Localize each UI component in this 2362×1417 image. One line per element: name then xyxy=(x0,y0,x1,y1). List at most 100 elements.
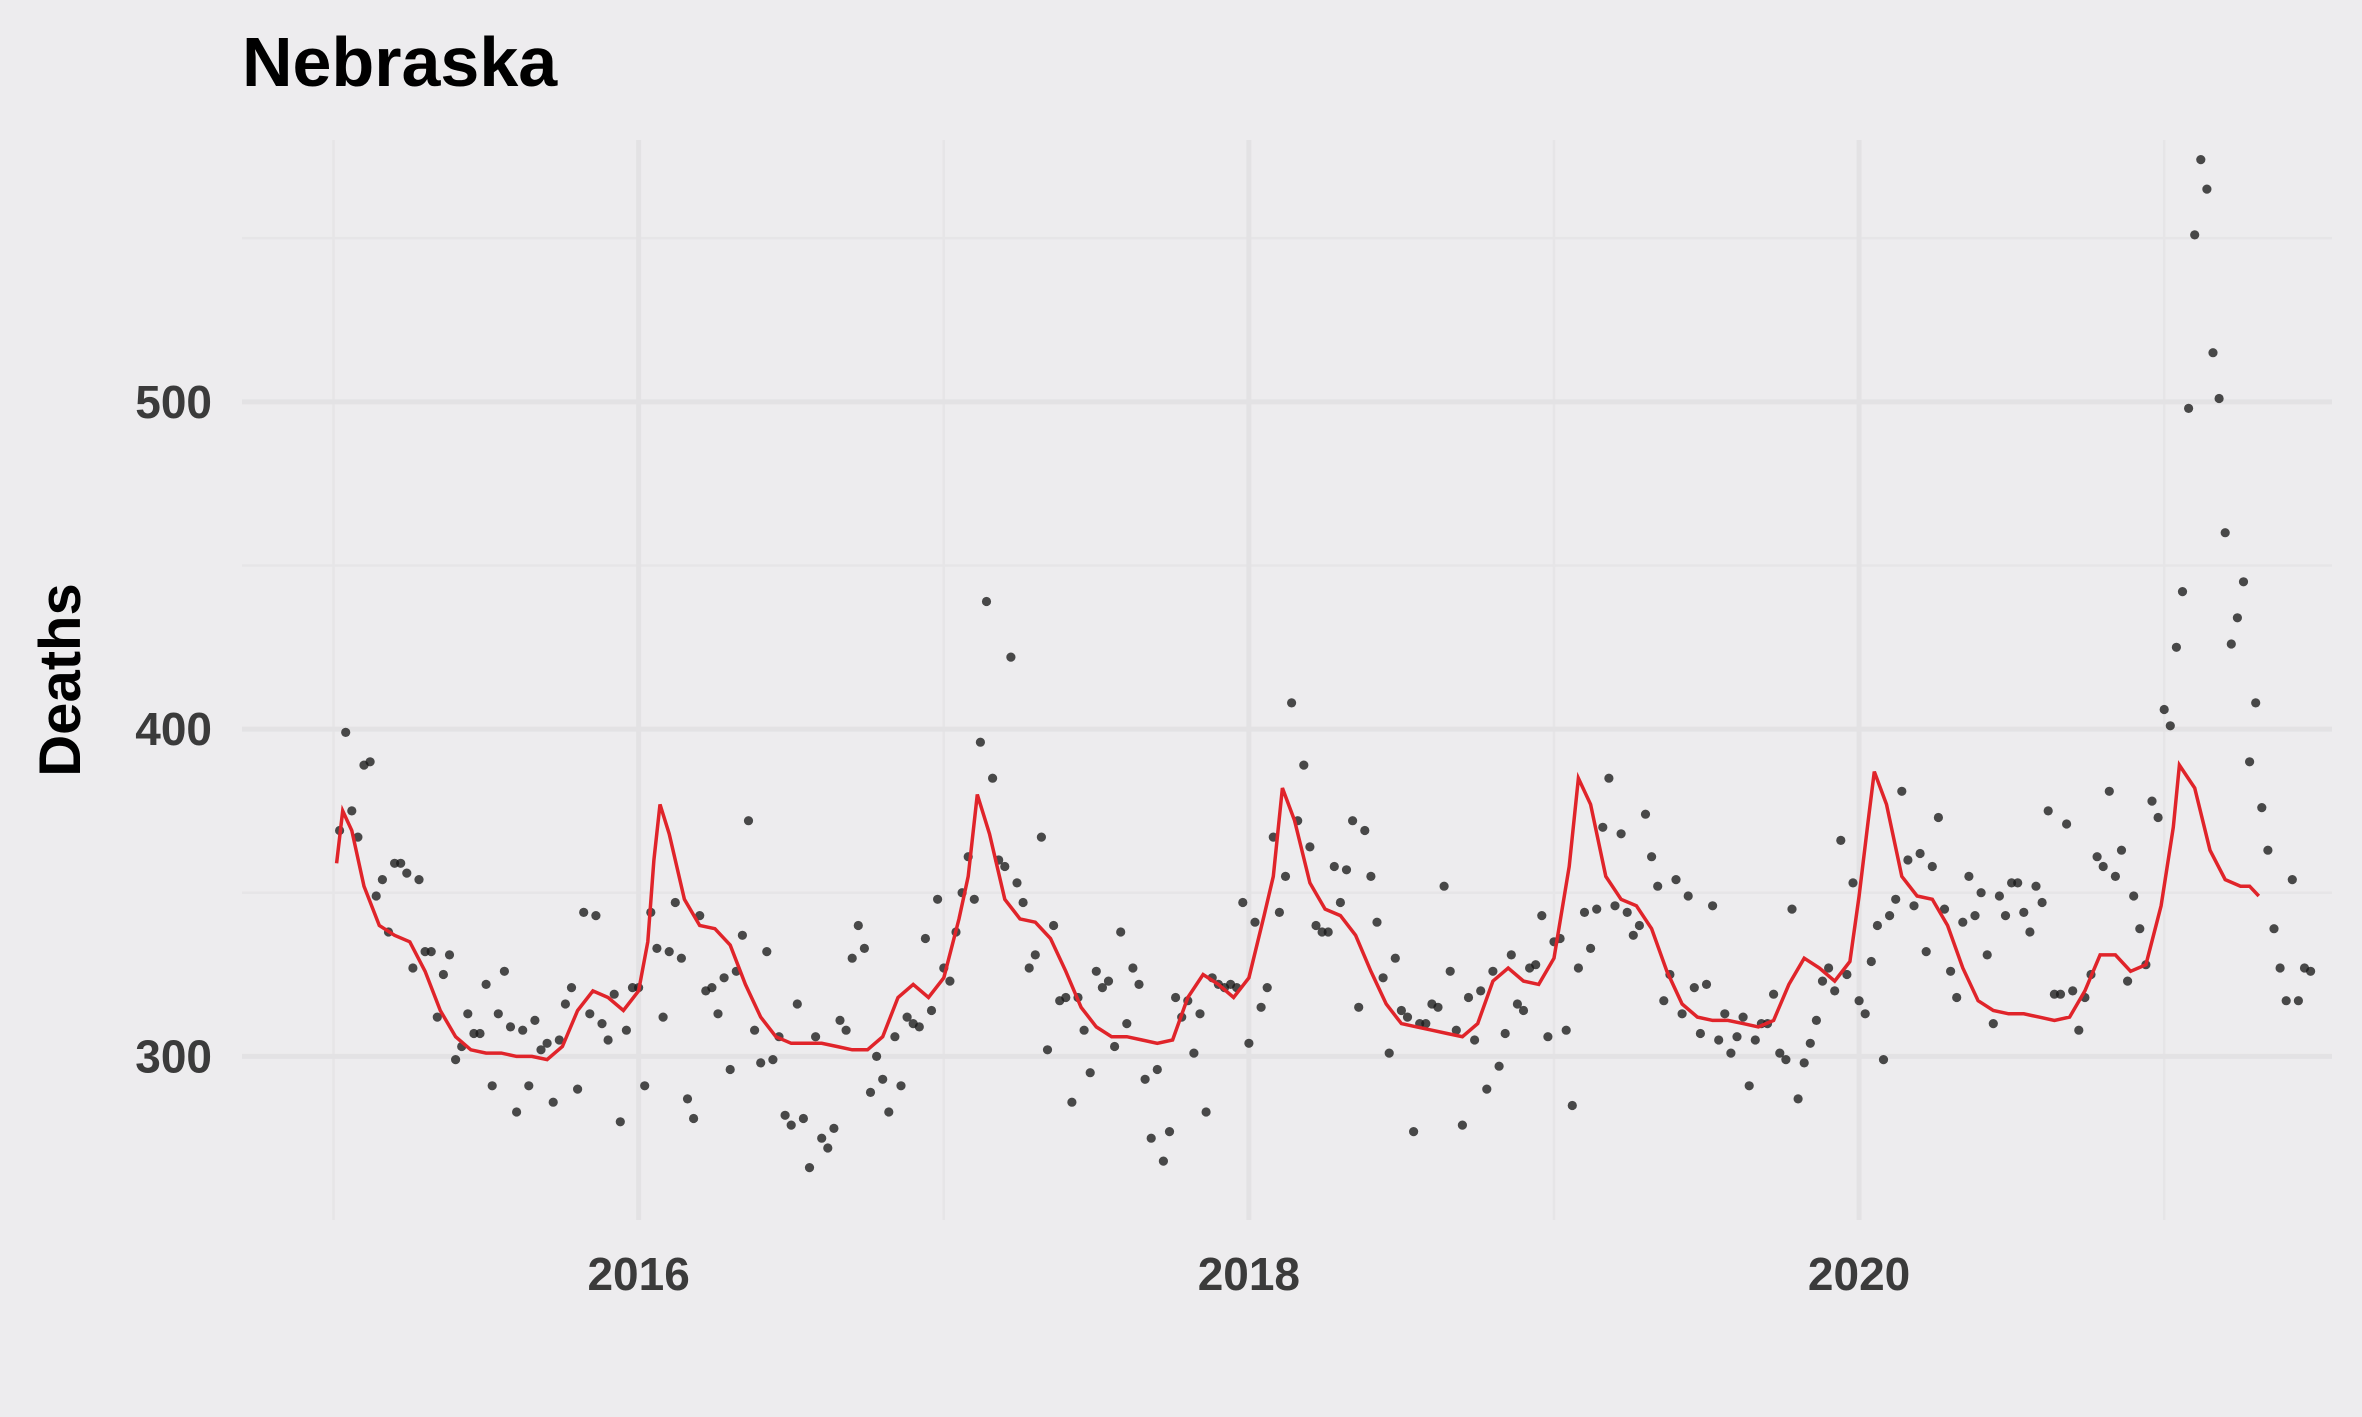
data-point xyxy=(1677,1009,1687,1019)
data-point xyxy=(1470,1035,1480,1045)
data-point xyxy=(1787,904,1797,914)
data-point xyxy=(1354,1002,1364,1012)
data-point xyxy=(798,1113,809,1124)
data-point xyxy=(780,1110,790,1120)
data-point xyxy=(872,1051,882,1061)
data-point xyxy=(1189,1048,1199,1058)
data-point xyxy=(365,757,375,767)
trend-line xyxy=(334,760,2261,1062)
data-point xyxy=(1439,881,1449,891)
data-point xyxy=(981,596,992,607)
data-point xyxy=(1701,979,1712,990)
data-point xyxy=(1445,966,1455,976)
data-point xyxy=(2190,230,2200,240)
data-point xyxy=(2263,845,2273,855)
data-point xyxy=(2037,897,2047,908)
data-point xyxy=(1573,963,1583,973)
data-point xyxy=(1323,927,1333,937)
data-point xyxy=(2025,927,2035,937)
data-point xyxy=(524,1081,534,1091)
data-point xyxy=(945,976,955,986)
data-point xyxy=(2147,796,2157,806)
data-point xyxy=(1024,963,1034,973)
data-point xyxy=(1311,920,1321,931)
data-point xyxy=(1164,1127,1175,1137)
data-point xyxy=(1299,760,1309,770)
data-point xyxy=(1695,1028,1705,1039)
data-point xyxy=(1982,950,1992,960)
data-point xyxy=(762,947,772,957)
data-point xyxy=(890,1032,900,1042)
data-point xyxy=(1921,947,1931,957)
data-point xyxy=(1537,911,1547,921)
data-point xyxy=(1244,1038,1254,1048)
data-point xyxy=(1622,907,1632,918)
data-point xyxy=(2269,924,2279,934)
data-point xyxy=(1201,1107,1211,1117)
data-point xyxy=(756,1058,766,1068)
data-point xyxy=(1659,996,1669,1006)
data-point xyxy=(1067,1097,1077,1107)
y-axis-tick-labels: 300 400 500 xyxy=(135,376,212,1083)
data-point xyxy=(444,950,455,960)
data-point xyxy=(1103,976,1114,986)
data-point xyxy=(615,1117,625,1127)
data-point xyxy=(1122,1019,1132,1029)
data-point xyxy=(505,1022,516,1032)
data-point xyxy=(487,1081,497,1091)
x-tick-label: 2020 xyxy=(1808,1248,1910,1300)
y-axis-label: Deaths xyxy=(28,583,93,776)
data-point xyxy=(542,1038,552,1048)
data-point xyxy=(859,943,870,954)
data-point xyxy=(1909,901,1919,911)
data-point xyxy=(975,737,986,747)
data-point xyxy=(920,933,931,944)
data-point xyxy=(1348,816,1358,826)
chart-title: Nebraska xyxy=(242,23,558,101)
data-point xyxy=(1262,983,1272,993)
data-point xyxy=(1390,953,1400,963)
data-point xyxy=(1720,1009,1730,1019)
data-point xyxy=(1030,950,1040,960)
data-point xyxy=(2159,704,2169,715)
data-point xyxy=(1824,963,1834,973)
data-point xyxy=(341,727,351,738)
data-point xyxy=(591,911,601,921)
data-point xyxy=(2281,996,2291,1006)
data-point xyxy=(1494,1061,1504,1071)
data-point xyxy=(1836,835,1846,846)
data-point xyxy=(1567,1100,1577,1111)
data-point xyxy=(2116,845,2127,855)
data-point xyxy=(560,999,571,1009)
data-point xyxy=(2214,393,2224,404)
data-point xyxy=(2177,587,2188,597)
data-point xyxy=(1933,812,1943,823)
data-point xyxy=(2104,786,2114,796)
data-point xyxy=(2238,577,2249,587)
data-point xyxy=(640,1081,650,1091)
data-point xyxy=(1848,878,1858,888)
data-point xyxy=(719,973,729,983)
data-point xyxy=(2208,348,2218,358)
data-point xyxy=(1805,1038,1815,1048)
minor-gridlines xyxy=(242,140,2332,1220)
data-point xyxy=(1457,1120,1467,1130)
data-point xyxy=(396,858,406,868)
data-point xyxy=(609,989,619,999)
data-point xyxy=(1097,983,1107,993)
data-point xyxy=(1463,992,1474,1003)
data-point xyxy=(1238,897,1248,908)
data-point xyxy=(1842,969,1852,980)
data-point xyxy=(1195,1009,1205,1019)
data-point xyxy=(371,891,381,901)
data-point xyxy=(585,1009,595,1019)
data-point xyxy=(1287,698,1297,708)
data-point xyxy=(969,894,979,904)
data-point xyxy=(499,966,509,976)
data-point xyxy=(1988,1019,1998,1029)
data-point xyxy=(926,1005,937,1016)
data-point xyxy=(2165,721,2175,731)
data-point xyxy=(902,1012,912,1022)
data-point xyxy=(597,1019,607,1029)
